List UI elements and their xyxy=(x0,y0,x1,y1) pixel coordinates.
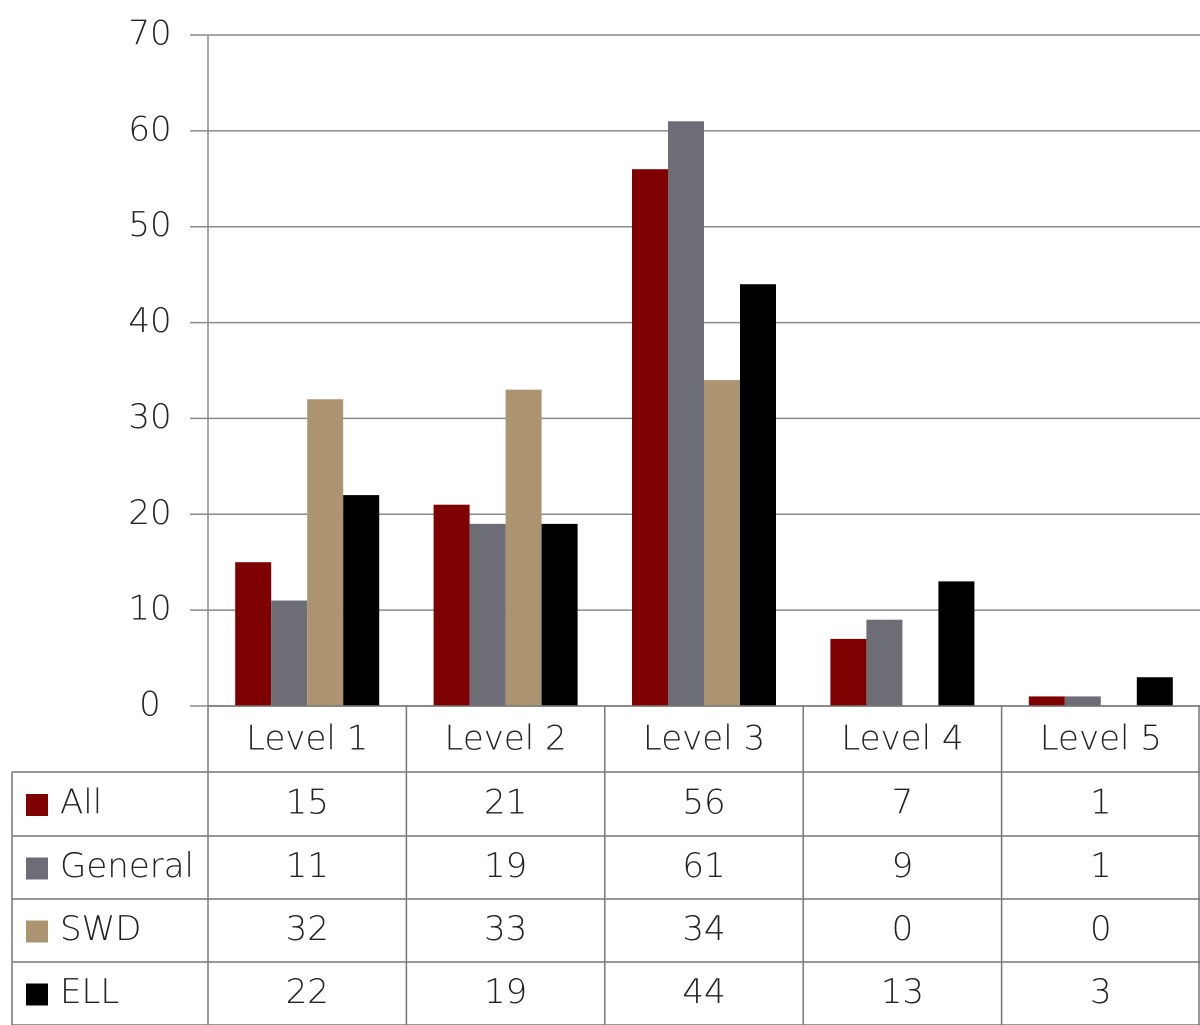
legend-swatch xyxy=(26,857,48,880)
bar xyxy=(505,389,542,706)
bar xyxy=(469,523,506,706)
table-value: 15 xyxy=(286,783,329,823)
table-value: 44 xyxy=(682,972,725,1012)
x-tick-label: Level 4 xyxy=(841,719,963,759)
x-tick-label: Level 2 xyxy=(445,719,567,759)
bar xyxy=(1064,696,1101,706)
bar xyxy=(866,619,903,706)
table-value: 19 xyxy=(484,972,527,1012)
y-tick-label: 30 xyxy=(128,397,171,437)
table-value: 22 xyxy=(286,972,329,1012)
table-value: 3 xyxy=(1090,972,1112,1012)
bar xyxy=(433,504,470,706)
y-tick-label: 70 xyxy=(128,14,171,54)
table-value: 32 xyxy=(286,909,329,949)
y-tick-label: 60 xyxy=(128,109,171,149)
table-value: 1 xyxy=(1090,846,1112,886)
y-tick-label: 10 xyxy=(128,589,171,629)
table-value: 21 xyxy=(484,783,527,823)
bar xyxy=(704,380,740,706)
table-value: 56 xyxy=(682,783,725,823)
legend-label: General xyxy=(60,846,194,886)
table-value: 19 xyxy=(484,846,527,886)
bar xyxy=(740,284,776,706)
bar xyxy=(343,495,380,706)
table-value: 7 xyxy=(892,783,914,823)
legend-swatch xyxy=(26,983,48,1006)
x-tick-label: Level 3 xyxy=(643,719,765,759)
bar xyxy=(1028,696,1065,706)
table-value: 11 xyxy=(286,846,329,886)
legend-label: All xyxy=(60,783,102,823)
y-tick-label: 0 xyxy=(139,685,161,725)
bar xyxy=(830,638,867,706)
table-value: 61 xyxy=(682,846,725,886)
bar xyxy=(1136,677,1173,706)
table-value: 13 xyxy=(881,972,924,1012)
table-value: 1 xyxy=(1090,783,1112,823)
table-value: 9 xyxy=(892,846,914,886)
legend-label: ELL xyxy=(60,972,119,1012)
table-value: 33 xyxy=(484,909,527,949)
legend-label: SWD xyxy=(60,909,141,949)
bar xyxy=(632,169,668,706)
bar xyxy=(235,562,272,706)
bar xyxy=(271,600,308,706)
y-tick-label: 50 xyxy=(128,205,171,245)
y-tick-label: 40 xyxy=(128,301,171,341)
table-value: 34 xyxy=(682,909,725,949)
y-tick-label: 20 xyxy=(128,493,171,533)
legend-swatch xyxy=(26,920,48,943)
bar xyxy=(668,121,704,707)
table-value: 0 xyxy=(892,909,914,949)
legend-swatch xyxy=(26,794,48,816)
bar xyxy=(307,399,344,706)
bar xyxy=(541,523,578,706)
table-value: 0 xyxy=(1090,909,1112,949)
x-tick-label: Level 5 xyxy=(1040,719,1162,759)
bar xyxy=(938,581,975,706)
x-tick-label: Level 1 xyxy=(246,719,368,759)
